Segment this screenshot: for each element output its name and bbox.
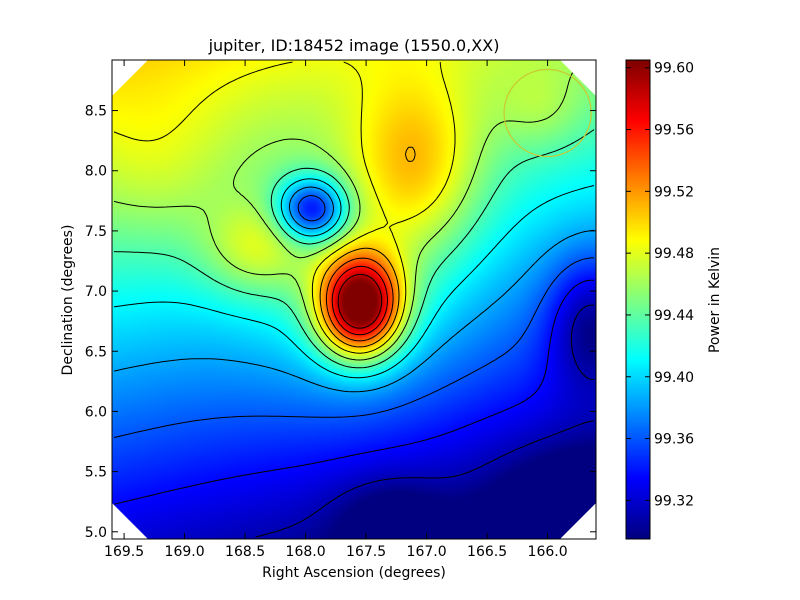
y-tick-label: 8.0 (85, 164, 107, 180)
colorbar-tick-label: 99.36 (654, 432, 694, 448)
x-tick-label: 167.0 (407, 544, 447, 560)
colorbar-ticks: 99.32 99.36 99.40 99.44 99.48 99.52 99.56 99.60 (626, 61, 694, 509)
y-tick-label: 7.0 (85, 284, 107, 300)
x-tick-label: 166.0 (528, 544, 568, 560)
contour-level-11 (337, 273, 383, 329)
contour-level-1 (113, 279, 594, 505)
colorbar-label: Power in Kelvin (707, 247, 723, 353)
y-tick-label: 6.0 (85, 404, 107, 420)
colorbar-tick-label: 99.32 (654, 493, 694, 509)
colorbar-tick-label: 99.40 (654, 370, 694, 386)
colorbar-frame (625, 59, 651, 540)
colorbar-tick-label: 99.44 (654, 308, 694, 324)
contour-level-3 (113, 186, 595, 393)
x-axis-label: Right Ascension (degrees) (262, 565, 446, 581)
plot-area: 169.5 169.0 168.5 168.0 167.5 167.0 166.5 166.0… (85, 59, 597, 560)
y-tick-label: 5.0 (85, 525, 107, 541)
corner-mask-bottom-right (560, 503, 596, 539)
colorbar: 99.32 99.36 99.40 99.44 99.48 99.52 99.56 99.60… (625, 59, 723, 540)
x-tick-label: 169.0 (165, 544, 205, 560)
contour-level-7 (113, 61, 456, 354)
x-tick-label: 167.5 (346, 544, 386, 560)
corner-mask-bottom-left (112, 503, 148, 539)
x-axis-ticks: 169.5 169.0 168.5 168.0 167.5 167.0 166.5 166.0 (104, 60, 568, 560)
chart-title: jupiter, ID:18452 image (1550.0,XX) (208, 36, 500, 55)
contour-lines (113, 61, 595, 538)
contour-level-10 (331, 265, 388, 336)
contour-level-0 (255, 304, 595, 538)
colorbar-tick-label: 99.52 (654, 184, 694, 200)
corner-mask-top-left (112, 60, 148, 96)
colorbar-tick-label: 99.56 (654, 123, 694, 139)
beam-circle (503, 68, 592, 158)
contour-level-5 (113, 129, 595, 369)
x-tick-label: 168.5 (225, 544, 265, 560)
contour-level-2 (113, 195, 595, 438)
plot-frame (111, 59, 597, 540)
x-tick-label: 169.5 (104, 544, 144, 560)
heatmap-image (112, 60, 596, 539)
x-tick-label: 166.5 (467, 544, 507, 560)
contour-level-9 (325, 257, 394, 342)
colorbar-tick-label: 99.48 (654, 246, 694, 262)
y-axis-label: Declination (degrees) (60, 225, 76, 376)
colorbar-tick-label: 99.60 (654, 61, 694, 77)
contour-level-4 (113, 178, 595, 379)
y-axis-ticks: 5.0 5.5 6.0 6.5 7.0 7.5 8.0 8.5 (85, 104, 596, 541)
x-tick-label: 168.0 (286, 544, 326, 560)
colorbar-gradient (626, 60, 650, 539)
y-tick-label: 8.5 (85, 104, 107, 120)
y-tick-label: 5.5 (85, 465, 107, 481)
y-tick-label: 6.5 (85, 344, 107, 360)
contour-level-8 (319, 146, 416, 348)
corner-mask-top-right (560, 60, 596, 96)
y-tick-label: 7.5 (85, 224, 107, 240)
